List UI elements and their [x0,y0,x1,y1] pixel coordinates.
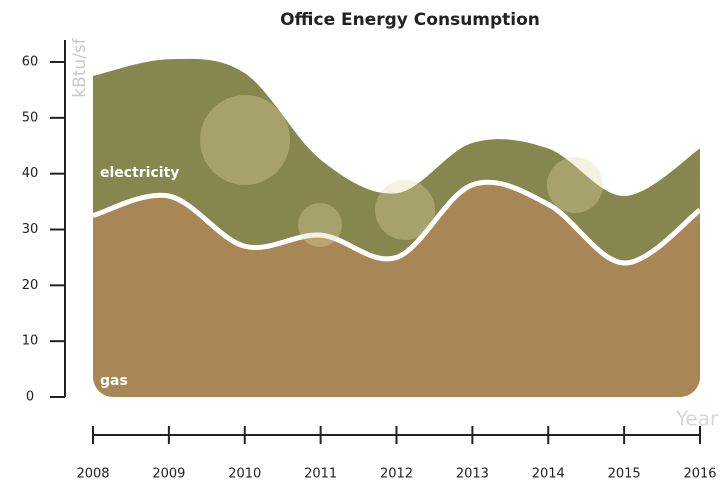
area [93,182,700,397]
chart-title: Office Energy Consumption [280,10,540,30]
series-label: gas [100,373,128,389]
area [93,58,700,264]
bokeh-light [298,203,342,247]
y-tick-label: 10 [22,334,39,349]
x-axis-label: Year [675,407,719,431]
separator-line [93,179,700,266]
y-tick-label: 50 [22,110,39,125]
x-tick-label: 2008 [76,467,109,482]
y-tick-label: 60 [22,55,39,70]
y-tick-label: 0 [26,390,34,405]
x-tick-label: 2010 [228,467,261,482]
bokeh-light [200,95,290,185]
x-tick-label: 2016 [683,467,716,482]
x-tick-label: 2014 [532,467,565,482]
y-tick-label: 30 [22,222,39,237]
plot-area [93,58,700,397]
y-axis-label: kBtu/sf [70,37,90,98]
x-tick-label: 2015 [608,467,641,482]
x-tick-label: 2013 [456,467,489,482]
bokeh-light [547,157,603,213]
bokeh-light [375,180,435,240]
y-tick-label: 20 [22,278,39,293]
series-label: electricity [100,165,179,181]
x-tick-label: 2012 [380,467,413,482]
y-tick-label: 40 [22,166,39,181]
x-tick-label: 2011 [304,467,337,482]
x-tick-label: 2009 [152,467,185,482]
